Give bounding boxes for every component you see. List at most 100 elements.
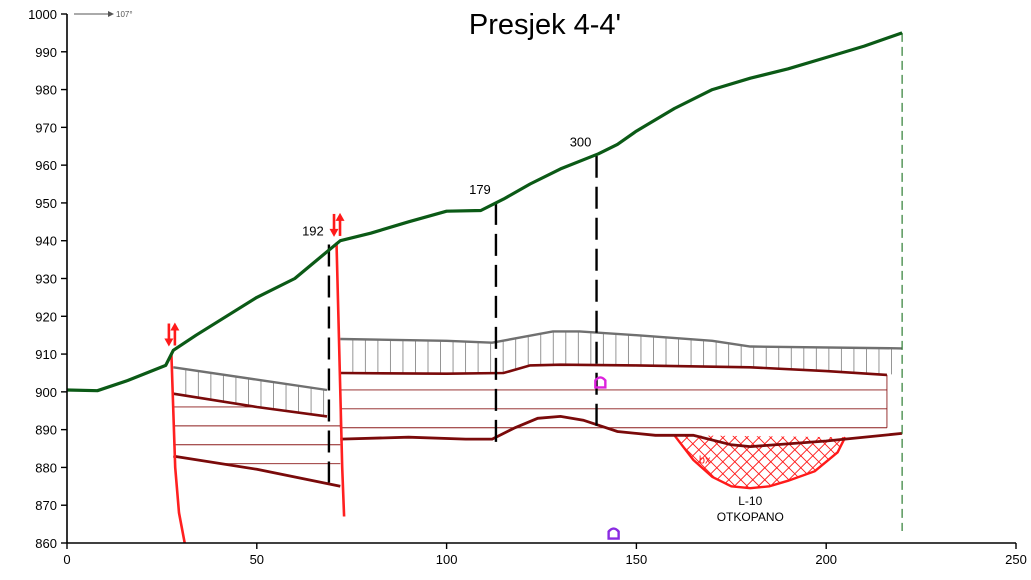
crosshatch-line <box>566 425 639 498</box>
crosshatch-line <box>794 435 846 489</box>
axis-ticks: 860 870 880 890 900 910 920 930 940 950 960 970 980 9… <box>28 7 1027 567</box>
cover-layer-fill <box>173 367 327 417</box>
seam-bottom-line <box>340 414 903 449</box>
crosshatch-line <box>902 425 975 498</box>
mined-out-label: L-10 <box>738 494 762 508</box>
y-tick-label: 920 <box>35 309 57 324</box>
crosshatch-line <box>878 425 951 498</box>
y-tick-label: 970 <box>35 120 57 135</box>
crosshatch-line <box>1010 425 1031 498</box>
crosshatch-line <box>890 425 963 498</box>
section-labels: 192 179 300 bx L-10 OTKOPANO <box>302 135 784 525</box>
crosshatch-line <box>794 435 846 489</box>
direction-indicator: 107° <box>74 10 133 19</box>
crosshatch-line <box>518 425 591 498</box>
crosshatch-line <box>926 425 999 498</box>
borehole-label: 300 <box>570 135 592 150</box>
crosshatch-line <box>494 425 567 498</box>
borehole-label: 179 <box>469 182 491 197</box>
crosshatch-line <box>986 425 1031 498</box>
crosshatch-line <box>974 425 1031 498</box>
fault-arrow-head-down <box>329 228 339 237</box>
crosshatch-line <box>878 425 951 498</box>
crosshatch-line <box>818 435 846 489</box>
cover-top-line <box>340 330 903 350</box>
direction-arrowhead-icon <box>108 11 114 17</box>
crosshatch-line <box>890 425 963 498</box>
x-tick-label: 100 <box>436 552 458 567</box>
crosshatch-line <box>926 425 999 498</box>
crosshatch-line <box>1010 425 1031 498</box>
crosshatch-line <box>962 425 1031 498</box>
crosshatch-line <box>518 425 591 498</box>
cover-layer-fill <box>340 331 903 375</box>
fault-arrow-head-down <box>164 338 174 347</box>
crosshatch-line <box>902 425 975 498</box>
y-tick-label: 940 <box>35 234 57 249</box>
crosshatch-line <box>974 425 1031 498</box>
crosshatch-line <box>506 425 579 498</box>
crosshatch-line <box>578 425 651 498</box>
crosshatch-line <box>986 425 1031 498</box>
crosshatch-line <box>566 425 639 498</box>
y-tick-label: 880 <box>35 460 57 475</box>
crosshatch-line <box>830 435 846 489</box>
y-tick-label: 870 <box>35 498 57 513</box>
y-tick-label: 910 <box>35 347 57 362</box>
mine-working-icon <box>594 376 607 389</box>
x-tick-label: 0 <box>63 552 70 567</box>
crosshatch-line <box>770 435 844 489</box>
y-tick-label: 900 <box>35 385 57 400</box>
mined-out-label: OTKOPANO <box>717 510 784 524</box>
crosshatch-line <box>938 425 1011 498</box>
y-tick-label: 860 <box>35 536 57 551</box>
fault-arrow-head-up <box>335 212 345 221</box>
section-fills <box>173 331 903 417</box>
y-tick-label: 960 <box>35 158 57 173</box>
crosshatch-line <box>782 435 846 489</box>
y-tick-label: 890 <box>35 423 57 438</box>
terrain-line <box>66 31 903 393</box>
y-tick-label: 950 <box>35 196 57 211</box>
direction-label: 107° <box>116 10 133 19</box>
x-tick-label: 200 <box>815 552 837 567</box>
borehole-label: 192 <box>302 223 324 238</box>
fault-arrow-head-up <box>170 322 180 331</box>
fault-arrows-icon <box>329 212 345 237</box>
seam-top-line <box>173 392 328 418</box>
crosshatch-line <box>542 425 615 498</box>
cover-top-line <box>173 366 328 392</box>
crosshatch-line <box>1022 425 1031 498</box>
crosshatch-line <box>578 425 651 498</box>
fault-line <box>335 242 346 517</box>
crosshatch-line <box>530 425 603 498</box>
crosshatch-line <box>914 425 987 498</box>
crosshatch-line <box>530 425 603 498</box>
mined-out-tag: bx <box>699 455 711 467</box>
crosshatch-line <box>494 425 567 498</box>
crosshatch-line <box>938 425 1011 498</box>
y-tick-label: 1000 <box>28 7 57 22</box>
crosshatch-line <box>1022 425 1031 498</box>
y-tick-label: 990 <box>35 45 57 60</box>
fault-arrows-icon <box>164 322 180 347</box>
crosshatch-line <box>962 425 1031 498</box>
crosshatch-line <box>998 425 1031 498</box>
seam-bottom-line <box>173 454 341 488</box>
y-tick-label: 930 <box>35 272 57 287</box>
crosshatch-line <box>554 425 627 498</box>
mine-working-icon <box>607 527 620 540</box>
crosshatch-line <box>998 425 1031 498</box>
x-tick-label: 50 <box>250 552 264 567</box>
crosshatch-line <box>950 425 1023 498</box>
fault-line <box>170 354 186 544</box>
seam-top-line <box>340 363 887 377</box>
y-tick-label: 980 <box>35 83 57 98</box>
x-tick-label: 150 <box>626 552 648 567</box>
crosshatch-line <box>506 425 579 498</box>
crosshatch-line <box>914 425 987 498</box>
crosshatch-line <box>950 425 1023 498</box>
mined-out-outline <box>673 434 847 490</box>
axes <box>66 14 1016 544</box>
